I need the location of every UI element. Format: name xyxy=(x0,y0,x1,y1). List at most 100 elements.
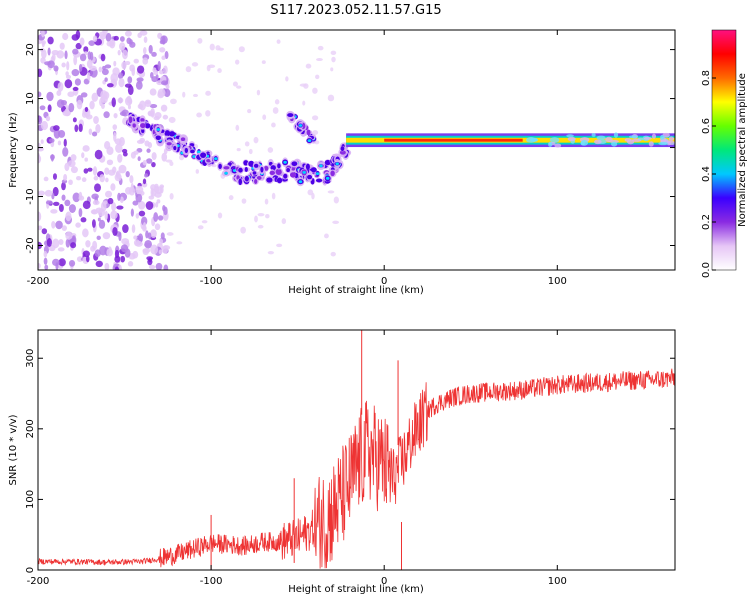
noise-blob xyxy=(117,49,121,56)
trace-blob xyxy=(140,123,146,129)
noise-blob xyxy=(43,257,48,265)
noise-blob xyxy=(92,199,100,206)
trace-blob xyxy=(277,163,281,169)
figure-title: S117.2023.052.11.57.G15 xyxy=(270,3,441,18)
noise-blob xyxy=(91,209,97,215)
noise-blob xyxy=(71,69,80,77)
noise-blob xyxy=(50,209,58,214)
carrier-peak xyxy=(384,138,523,142)
noise-blob xyxy=(142,248,149,256)
noise-blob xyxy=(119,36,125,42)
noise-blob xyxy=(105,190,113,198)
noise-blob xyxy=(109,39,116,49)
trace-blob xyxy=(339,150,346,155)
trace-peak xyxy=(298,180,303,184)
trace-blob xyxy=(166,142,172,146)
trace-peak xyxy=(156,128,161,131)
noise-blob xyxy=(149,88,157,96)
noise-blob xyxy=(131,67,136,77)
noise-blob xyxy=(135,80,143,90)
noise-blob xyxy=(196,112,202,118)
trace-blob xyxy=(248,160,255,167)
noise-blob xyxy=(133,239,140,247)
noise-blob xyxy=(163,264,169,270)
noise-blob xyxy=(75,175,82,181)
noise-blob xyxy=(91,219,96,228)
trace-peak xyxy=(224,171,228,175)
noise-blob xyxy=(135,193,143,203)
noise-blob xyxy=(107,197,114,205)
noise-blob xyxy=(87,51,92,60)
noise-blob xyxy=(148,44,153,54)
noise-blob xyxy=(315,74,320,80)
trace-blob xyxy=(275,168,282,175)
noise-blob xyxy=(119,196,124,203)
colorbar-label: Normalized spectral amplitude xyxy=(737,73,748,227)
trace-blob xyxy=(244,175,249,182)
noise-blob xyxy=(111,97,116,108)
noise-blob xyxy=(61,194,66,201)
noise-blob xyxy=(122,49,128,60)
noise-blob xyxy=(241,198,247,204)
noise-blob xyxy=(159,69,164,75)
carrier-fringe xyxy=(554,143,562,148)
noise-blob xyxy=(61,182,66,191)
carrier-fringe xyxy=(594,139,602,145)
noise-blob xyxy=(92,166,98,176)
noise-blob xyxy=(130,208,134,217)
noise-blob xyxy=(41,40,46,45)
trace-peak xyxy=(302,170,306,174)
noise-blob xyxy=(144,101,152,108)
noise-blob xyxy=(312,130,319,135)
noise-blob xyxy=(267,147,274,153)
trace-blob xyxy=(144,123,151,129)
x-tick-label: -100 xyxy=(200,576,223,587)
noise-blob xyxy=(127,261,134,267)
noise-blob xyxy=(159,185,164,194)
noise-blob xyxy=(142,222,147,231)
carrier-fringe xyxy=(658,141,669,146)
noise-blob xyxy=(144,173,149,178)
noise-blob xyxy=(153,69,159,76)
noise-blob xyxy=(72,192,81,203)
noise-blob xyxy=(80,217,87,223)
noise-blob xyxy=(85,114,93,120)
noise-blob xyxy=(148,257,152,263)
x-tick-label: 0 xyxy=(381,276,387,287)
noise-blob xyxy=(132,200,139,206)
noise-blob xyxy=(124,30,132,37)
noise-blob xyxy=(160,104,168,112)
trace-blob xyxy=(263,165,269,171)
carrier-fringe xyxy=(643,136,652,140)
trace-blob xyxy=(266,177,273,183)
noise-blob xyxy=(160,232,165,240)
noise-blob xyxy=(104,167,110,175)
noise-blob xyxy=(162,245,169,254)
noise-blob xyxy=(265,214,270,219)
noise-blob xyxy=(53,65,59,72)
noise-blob xyxy=(47,47,51,56)
snr-ticks: -200 -100 0 100 0 100 200 300 xyxy=(25,330,675,587)
noise-blob xyxy=(217,68,222,74)
noise-blob xyxy=(138,201,146,210)
colorbar-tick-label: 0.4 xyxy=(701,166,712,182)
noise-blob xyxy=(151,51,157,57)
noise-blob xyxy=(110,72,119,83)
noise-blob xyxy=(117,153,123,163)
noise-blob xyxy=(82,200,91,210)
noise-blob xyxy=(76,256,83,262)
trace-blob xyxy=(218,163,222,169)
noise-blob xyxy=(133,58,139,64)
noise-blob xyxy=(49,138,55,143)
noise-blob xyxy=(94,183,101,192)
noise-blob xyxy=(38,154,42,164)
noise-blob xyxy=(99,245,107,256)
noise-blob xyxy=(100,53,106,62)
noise-blob xyxy=(98,219,106,229)
noise-blob xyxy=(130,182,134,193)
noise-blob xyxy=(235,59,240,65)
noise-blob xyxy=(38,68,43,78)
noise-blob xyxy=(127,104,132,110)
carrier-fringe xyxy=(627,139,635,145)
